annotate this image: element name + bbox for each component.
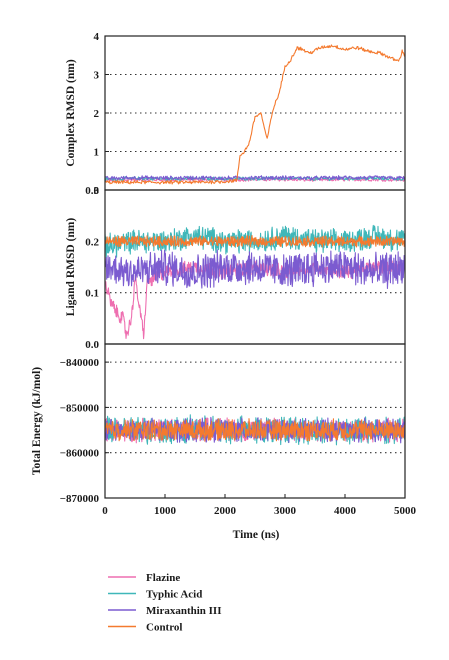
y-tick-label: −870000 xyxy=(60,493,100,505)
x-tick-label: 3000 xyxy=(274,505,297,517)
legend-label: Control xyxy=(146,622,182,634)
plot-frame xyxy=(104,343,406,499)
x-tick-label: 5000 xyxy=(394,505,417,517)
y-axis-title: Total Energy (kJ/mol) xyxy=(31,367,43,475)
panel-middle: 0.0 0.1 0.2 0.3 Ligand RMSD (nm) xyxy=(65,185,406,351)
y-tick-label: −840000 xyxy=(60,357,100,369)
series-line-control xyxy=(105,44,405,185)
y-tick-label: 0 xyxy=(94,185,100,197)
y-tick-label: 0.0 xyxy=(85,339,99,351)
legend: Flazine Typhic Acid Miraxanthin III Control xyxy=(108,572,222,634)
x-tick-label: 2000 xyxy=(214,505,237,517)
series-line-miraxanthin-iii xyxy=(105,249,405,290)
x-axis-title: Time (ns) xyxy=(233,529,280,541)
y-tick-label: 0.3 xyxy=(85,185,99,197)
series-line-miraxanthin-iii xyxy=(105,175,405,181)
y-tick-label: 1 xyxy=(94,147,100,159)
y-axis-title: Complex RMSD (nm) xyxy=(65,59,77,166)
panel-bottom: −840000 −850000 −860000 −870000 Total Energy… xyxy=(31,343,417,517)
y-tick-label: 0.1 xyxy=(85,288,99,300)
y-tick-label: 3 xyxy=(94,70,100,82)
series-line-control xyxy=(105,418,405,442)
y-tick-label: −860000 xyxy=(60,448,100,460)
x-tick-label: 1000 xyxy=(154,505,177,517)
y-tick-label: 0.2 xyxy=(85,236,99,248)
x-tick-label: 4000 xyxy=(334,505,357,517)
legend-item: Miraxanthin III xyxy=(108,605,222,617)
y-tick-label: 2 xyxy=(94,108,100,120)
chart-panels: 0 1 2 3 4 Complex RMSD (nm) 0.0 0.1 0.2 0.3 Ligand… xyxy=(31,31,417,517)
series-line-control xyxy=(105,234,405,248)
legend-item: Flazine xyxy=(108,572,180,584)
legend-item: Typhic Acid xyxy=(108,589,202,601)
x-tick-label: 0 xyxy=(102,505,108,517)
y-tick-label: 4 xyxy=(94,31,100,43)
legend-item: Control xyxy=(108,622,182,634)
y-tick-label: −850000 xyxy=(60,402,100,414)
legend-label: Typhic Acid xyxy=(146,589,202,601)
y-axis-title: Ligand RMSD (nm) xyxy=(65,218,77,317)
legend-label: Miraxanthin III xyxy=(146,605,222,617)
panel-top: 0 1 2 3 4 Complex RMSD (nm) xyxy=(65,31,406,197)
legend-label: Flazine xyxy=(146,572,180,584)
